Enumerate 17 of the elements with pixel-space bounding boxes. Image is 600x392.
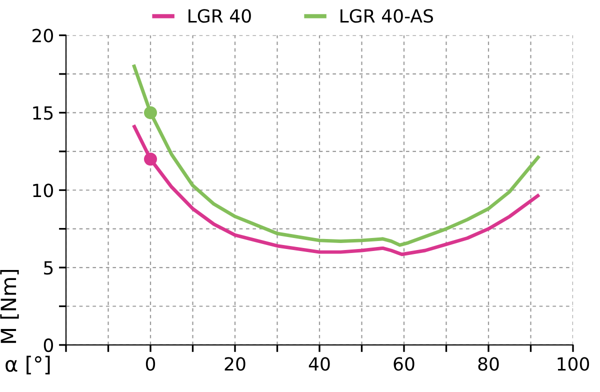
x-tick-label: 60 [394,357,414,371]
x-tick-label: 100 [558,357,590,371]
y-tick-label: 5 [44,261,53,275]
x-axis-title: α [°] [6,356,50,374]
x-tick-label: 40 [308,357,330,371]
legend-label: LGR 40-AS [340,9,433,23]
y-axis-title: M [Nm] [0,270,19,343]
y-tick-label: 15 [33,106,53,120]
line-series [132,62,541,247]
legend-label: LGR 40 [188,9,251,23]
y-tick-label: 0 [44,338,53,352]
line-series [132,123,541,256]
x-tick-label: 0 [146,357,156,371]
y-tick-label: 10 [33,184,53,198]
x-tick-label: 80 [478,357,499,371]
y-tick-label: 20 [32,28,53,42]
x-tick-label: 20 [224,357,246,371]
